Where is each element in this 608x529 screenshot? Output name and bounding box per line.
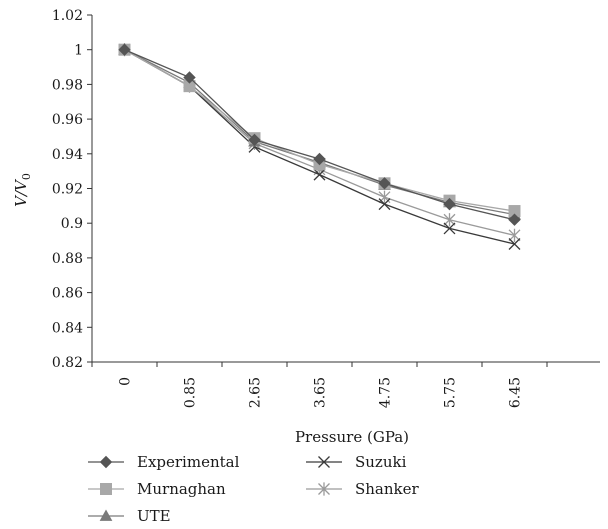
legend-label: Murnaghan <box>137 480 226 498</box>
x-tick-label: 6.45 <box>508 377 524 408</box>
data-point <box>318 456 330 468</box>
x-tick-label: 2.65 <box>248 377 264 408</box>
series-line <box>124 49 515 212</box>
y-tick-label: 1.02 <box>52 8 83 24</box>
series-ute <box>118 43 521 220</box>
legend-label: Suzuki <box>355 453 407 471</box>
y-axis: 0.82 0.84 0.86 0.88 0.9 0.92 0.94 0.96 0.98 1 1.02 <box>52 8 93 371</box>
y-tick-label: 0.94 <box>52 147 83 163</box>
x-tick-label: 5.75 <box>443 377 459 408</box>
y-tick-label: 0.84 <box>52 320 83 336</box>
data-point <box>508 238 521 250</box>
legend-item-shanker: Shanker <box>306 480 420 498</box>
data-point <box>99 455 113 469</box>
data-point <box>118 43 131 56</box>
data-point <box>248 133 261 147</box>
y-tick-label: 0.98 <box>52 77 83 93</box>
plot-area <box>118 43 521 250</box>
x-axis-label: Pressure (GPa) <box>295 428 409 446</box>
data-point <box>99 509 113 521</box>
data-point <box>313 152 326 166</box>
data-point <box>183 71 196 84</box>
data-point <box>378 198 391 211</box>
data-point <box>508 228 521 242</box>
y-tick-label: 1 <box>74 43 83 59</box>
legend: Experimental Murnaghan UTE Suzuki Shanker <box>88 453 420 525</box>
x-tick-label: 4.75 <box>378 377 394 408</box>
series-line <box>124 49 515 236</box>
x-tick-label: 0 <box>118 377 134 386</box>
series-experimental <box>118 43 521 226</box>
data-point <box>378 177 391 190</box>
data-point <box>318 482 330 496</box>
legend-label: Shanker <box>355 480 420 498</box>
data-point <box>313 168 326 181</box>
data-point <box>443 197 456 211</box>
y-axis-label-main: V/V <box>12 178 30 207</box>
series-murnaghan <box>118 43 521 218</box>
data-point <box>508 213 521 226</box>
legend-label: UTE <box>137 507 171 525</box>
legend-item-murnaghan: Murnaghan <box>88 480 226 498</box>
legend-item-ute: UTE <box>88 507 171 525</box>
y-tick-label: 0.96 <box>52 112 83 128</box>
x-axis: 0 0.85 2.65 3.65 4.75 5.75 6.45 <box>91 361 600 408</box>
y-tick-label: 0.88 <box>52 251 83 267</box>
y-tick-label: 0.92 <box>52 182 83 198</box>
y-axis-label: V/V0 <box>12 173 33 207</box>
y-tick-label: 0.82 <box>52 355 83 371</box>
x-tick-label: 0.85 <box>183 377 199 408</box>
legend-label: Experimental <box>137 453 240 471</box>
x-tick-label: 3.65 <box>313 377 329 408</box>
series-line <box>124 49 515 221</box>
series-suzuki <box>118 43 521 250</box>
legend-item-experimental: Experimental <box>88 453 240 471</box>
data-point <box>443 213 456 227</box>
y-tick-label: 0.86 <box>52 286 83 302</box>
data-point <box>100 483 112 495</box>
y-tick-label: 0.9 <box>61 216 83 232</box>
y-axis-label-subscript: 0 <box>20 173 33 180</box>
legend-item-suzuki: Suzuki <box>306 453 407 471</box>
data-point <box>443 222 456 235</box>
